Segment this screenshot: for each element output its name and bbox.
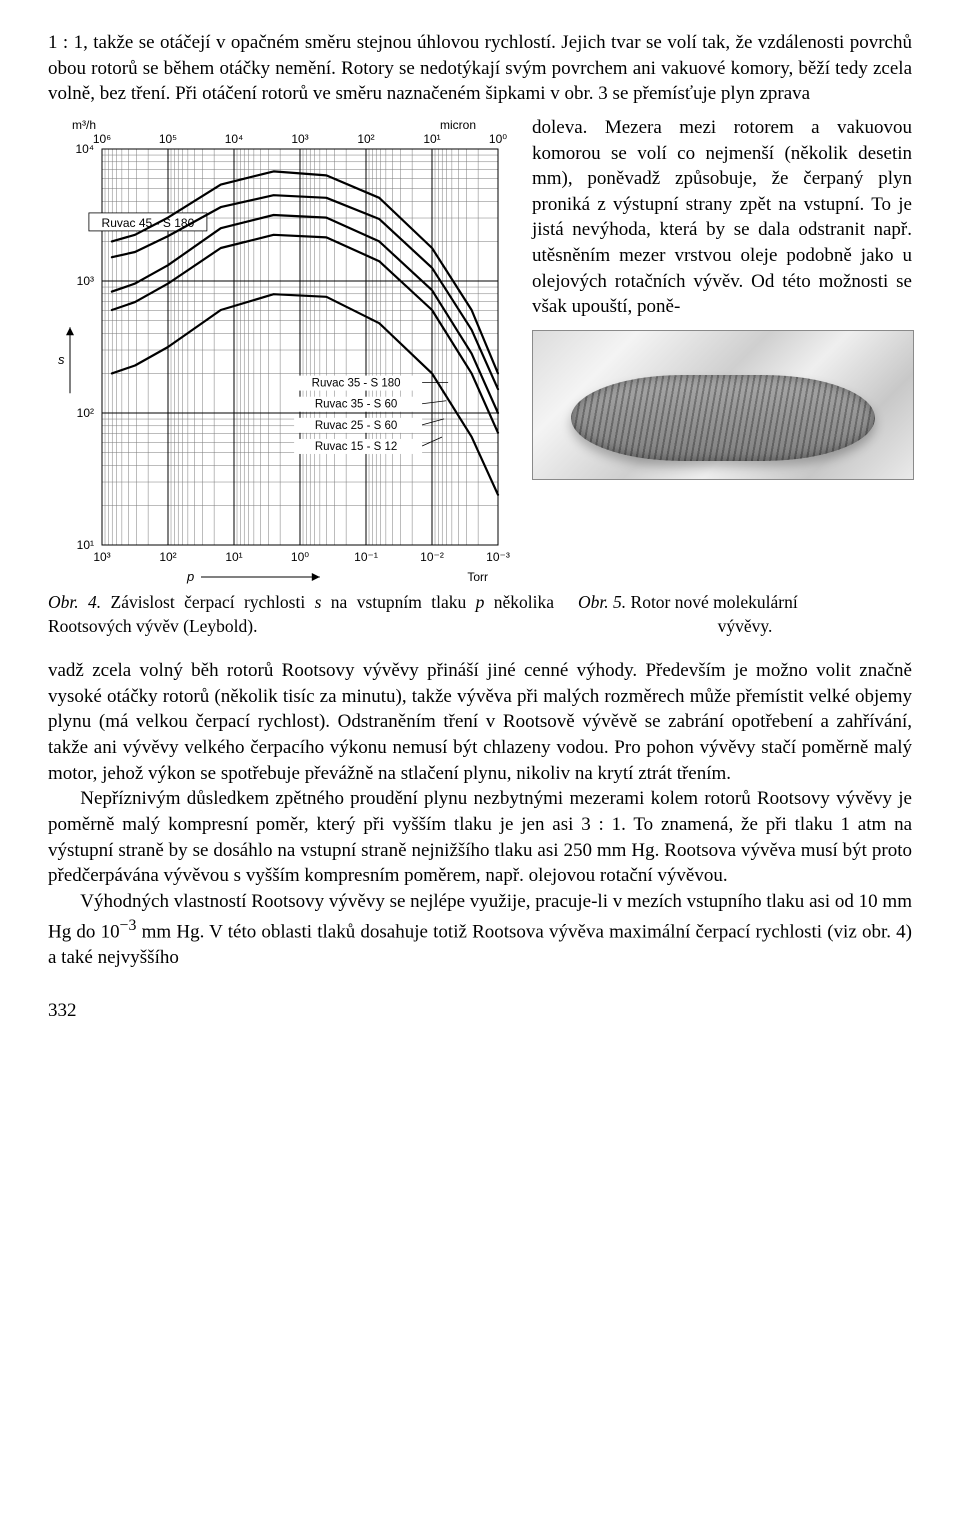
svg-text:Torr: Torr	[467, 570, 488, 584]
page-number: 332	[48, 998, 912, 1024]
svg-text:10⁻³: 10⁻³	[486, 550, 510, 564]
svg-text:10²: 10²	[357, 132, 374, 146]
svg-text:micron: micron	[440, 118, 476, 132]
top-paragraph: 1 : 1, takže se otáčejí v opačném směru …	[48, 30, 912, 107]
svg-text:Ruvac 35 - S 60: Ruvac 35 - S 60	[315, 399, 397, 411]
svg-text:10¹: 10¹	[225, 550, 242, 564]
paragraph-1: vadž zcela volný běh rotorů Rootsovy výv…	[48, 658, 912, 786]
svg-text:10²: 10²	[77, 406, 94, 420]
svg-text:10³: 10³	[291, 132, 308, 146]
svg-text:Ruvac 35 - S 180: Ruvac 35 - S 180	[312, 378, 401, 390]
svg-text:Ruvac 15 - S 12: Ruvac 15 - S 12	[315, 441, 397, 453]
p3-c: mm Hg. V této oblasti tlaků dosahuje tot…	[48, 921, 912, 968]
svg-text:10⁶: 10⁶	[93, 132, 111, 146]
svg-text:10⁴: 10⁴	[75, 142, 94, 156]
caption-fig4: Obr. 4. Závislost čerpací rychlosti s na…	[48, 591, 578, 638]
svg-text:10³: 10³	[77, 274, 94, 288]
svg-text:10⁻¹: 10⁻¹	[354, 550, 378, 564]
paragraph-3: Výhodných vlastností Rootsovy vývěvy se …	[48, 889, 912, 970]
figure-row: Ruvac 45 - S 180Ruvac 35 - S 180Ruvac 35…	[48, 115, 912, 585]
caption-fig4-t1: Závislost čerpací rychlosti	[101, 592, 314, 612]
svg-text:Ruvac 25 - S 60: Ruvac 25 - S 60	[315, 420, 397, 432]
svg-text:10⁵: 10⁵	[159, 132, 177, 146]
caption-fig5-t1: Rotor nové molekulární	[626, 592, 798, 612]
caption-row: Obr. 4. Závislost čerpací rychlosti s na…	[48, 591, 912, 638]
svg-text:10¹: 10¹	[77, 538, 94, 552]
chart-column: Ruvac 45 - S 180Ruvac 35 - S 180Ruvac 35…	[48, 115, 518, 585]
rotor-photo	[532, 330, 914, 480]
caption-fig4-num: Obr. 4.	[48, 592, 101, 612]
svg-text:p: p	[186, 569, 194, 584]
caption-fig5: Obr. 5. Rotor nové molekulární vývěvy.	[578, 591, 912, 638]
svg-text:10²: 10²	[159, 550, 176, 564]
svg-text:m³/h: m³/h	[72, 118, 96, 132]
caption-fig4-t2: na vstupním tlaku	[321, 592, 475, 612]
caption-fig5-num: Obr. 5.	[578, 592, 626, 612]
svg-text:s: s	[58, 352, 65, 367]
svg-text:10³: 10³	[93, 550, 110, 564]
right-paragraph: doleva. Mezera mezi rotorem a vakuovou k…	[532, 117, 912, 317]
caption-fig5-line2: vývěvy.	[578, 615, 912, 639]
page: 1 : 1, takže se otáčejí v opačném směru …	[0, 0, 960, 1064]
right-text-column: doleva. Mezera mezi rotorem a vakuovou k…	[518, 115, 912, 480]
svg-text:10⁰: 10⁰	[489, 132, 507, 146]
svg-text:10⁴: 10⁴	[225, 132, 244, 146]
svg-text:10⁻²: 10⁻²	[420, 550, 444, 564]
p3-exp: −3	[120, 917, 137, 934]
paragraph-2: Nepříznivým důsledkem zpětného proudění …	[48, 786, 912, 889]
svg-text:10¹: 10¹	[423, 132, 440, 146]
lower-paragraphs: vadž zcela volný běh rotorů Rootsovy výv…	[48, 658, 912, 970]
svg-text:10⁰: 10⁰	[291, 550, 309, 564]
pumping-speed-chart: Ruvac 45 - S 180Ruvac 35 - S 180Ruvac 35…	[48, 115, 518, 585]
